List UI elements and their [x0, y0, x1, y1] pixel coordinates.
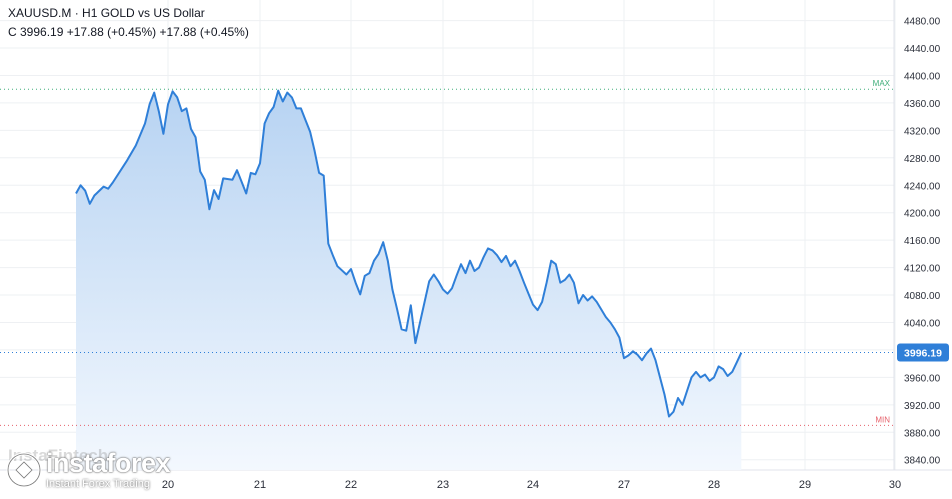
x-tick-label: 28 — [708, 479, 720, 491]
instaforex-logo-icon — [6, 452, 42, 488]
x-tick-label: 23 — [437, 479, 449, 491]
chart-title: XAUUSD.M · H1 GOLD vs US Dollar — [8, 6, 205, 20]
y-tick-label: 4040.00 — [904, 318, 941, 329]
y-tick-label: 4360.00 — [904, 99, 941, 110]
y-tick-label: 4120.00 — [904, 264, 941, 275]
y-tick-label: 4280.00 — [904, 154, 941, 165]
x-tick-label: 22 — [345, 479, 357, 491]
y-tick-label: 4320.00 — [904, 126, 941, 137]
x-tick-label: 27 — [618, 479, 630, 491]
watermark-brand: instaforex — [46, 448, 171, 478]
x-tick-label: 21 — [254, 479, 266, 491]
y-tick-label: 4080.00 — [904, 291, 941, 302]
y-tick-label: 4200.00 — [904, 209, 941, 220]
y-tick-label: 4440.00 — [904, 44, 941, 55]
x-tick-label: 20 — [162, 479, 174, 491]
watermark: instaforex Instant Forex Trading — [6, 448, 171, 492]
x-tick-label: 30 — [889, 479, 901, 491]
y-tick-label: 3840.00 — [904, 456, 941, 467]
min-label: MIN — [875, 415, 890, 424]
x-tick-label: 29 — [799, 479, 811, 491]
y-tick-label: 3880.00 — [904, 428, 941, 439]
last-price-badge — [897, 343, 949, 362]
y-tick-label: 4240.00 — [904, 181, 941, 192]
ohlc-readout: C 3996.19 +17.88 (+0.45%) +17.88 (+0.45%… — [8, 25, 249, 39]
watermark-ghost-text: InstaFintech — [8, 446, 109, 465]
last-price-label: 3996.19 — [904, 348, 942, 360]
max-label: MAX — [873, 79, 891, 88]
y-tick-label: 4160.00 — [904, 236, 941, 247]
price-area-fill — [76, 90, 742, 470]
watermark-tagline: Instant Forex Trading — [46, 478, 150, 490]
y-tick-label: 4400.00 — [904, 71, 941, 82]
timeframe-label: H1 — [82, 6, 98, 20]
instrument-description: GOLD vs US Dollar — [100, 6, 205, 20]
y-tick-label: 3960.00 — [904, 373, 941, 384]
x-tick-label: 24 — [527, 479, 539, 491]
price-line — [75, 89, 743, 418]
y-tick-label: 3920.00 — [904, 401, 941, 412]
y-tick-label: 4480.00 — [904, 17, 941, 28]
title-separator: · — [74, 6, 79, 20]
symbol-label: XAUUSD.M — [8, 6, 72, 20]
